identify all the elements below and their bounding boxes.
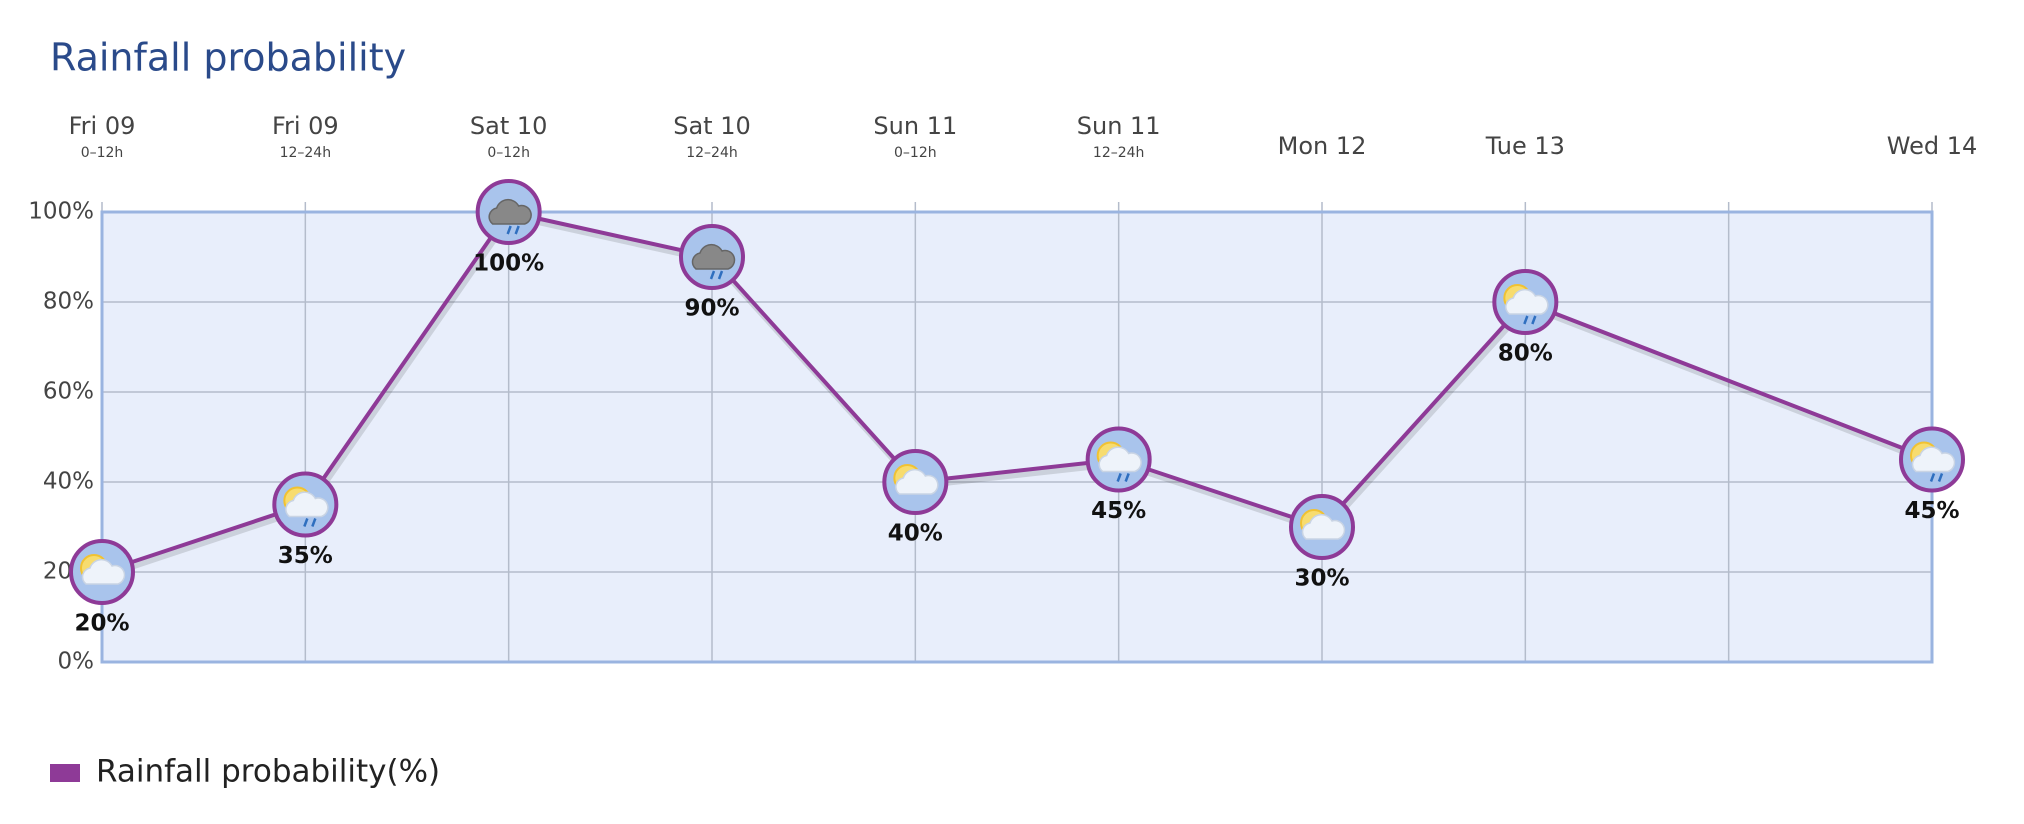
x-tick-label: Wed 14	[1887, 132, 1978, 160]
legend-swatch	[50, 764, 80, 782]
point-icon	[1289, 494, 1355, 560]
point-icon	[1085, 426, 1152, 493]
x-tick-label: Fri 09	[272, 112, 339, 140]
rain-icon	[506, 225, 520, 235]
x-tick-sublabel: 0–12h	[894, 145, 937, 161]
cloud-icon	[285, 491, 329, 518]
value-label: 40%	[888, 521, 943, 547]
point-icon	[272, 471, 339, 538]
y-tick-label: 80%	[43, 289, 94, 315]
y-tick-label: 100%	[28, 199, 94, 225]
x-tick-sublabel: 12–24h	[280, 145, 332, 161]
x-tick-label: Sun 11	[873, 112, 957, 140]
cloud-icon	[895, 468, 939, 495]
x-tick-label: Fri 09	[69, 112, 136, 140]
value-label: 90%	[684, 296, 739, 322]
value-label: 100%	[473, 251, 544, 277]
plot-area	[102, 212, 1932, 662]
cloud-icon	[1505, 288, 1549, 315]
value-label: 45%	[1904, 498, 1959, 524]
point-icon	[1899, 426, 1965, 493]
rain-icon	[1929, 473, 1944, 482]
value-label: 80%	[1498, 341, 1553, 367]
point-icon	[679, 224, 745, 290]
x-tick-sublabel: 12–24h	[1093, 145, 1145, 161]
point-icon	[882, 449, 949, 515]
cloud-icon	[488, 198, 532, 225]
point-icon	[1492, 269, 1559, 335]
point-icon	[475, 179, 542, 245]
x-tick-sublabel: 0–12h	[81, 145, 124, 161]
point-icon	[69, 539, 135, 605]
cloud-icon	[691, 243, 736, 270]
x-tick-label: Sat 10	[673, 112, 751, 140]
rain-icon	[303, 518, 317, 527]
cloud-icon	[1098, 446, 1142, 473]
y-tick-label: 60%	[43, 379, 94, 405]
rain-icon	[709, 270, 724, 280]
x-tick-label: Tue 13	[1485, 132, 1565, 160]
x-tick-sublabel: 12–24h	[686, 145, 738, 161]
x-tick-sublabel: 0–12h	[487, 145, 530, 161]
rain-icon	[1116, 473, 1130, 482]
value-label: 20%	[74, 611, 129, 637]
rain-icon	[1523, 315, 1537, 325]
value-label: 30%	[1294, 566, 1349, 592]
x-tick-label: Mon 12	[1278, 132, 1367, 160]
legend-label: Rainfall probability(%)	[96, 754, 440, 790]
value-label: 45%	[1091, 498, 1146, 524]
cloud-icon	[81, 558, 126, 585]
x-tick-label: Sat 10	[470, 112, 548, 140]
value-label: 35%	[278, 543, 333, 569]
cloud-icon	[1911, 446, 1956, 473]
cloud-icon	[1301, 513, 1346, 540]
chart-title: Rainfall probability	[50, 36, 406, 80]
y-tick-label: 40%	[43, 469, 94, 495]
x-tick-label: Sun 11	[1077, 112, 1161, 140]
y-tick-label: 0%	[58, 649, 95, 675]
